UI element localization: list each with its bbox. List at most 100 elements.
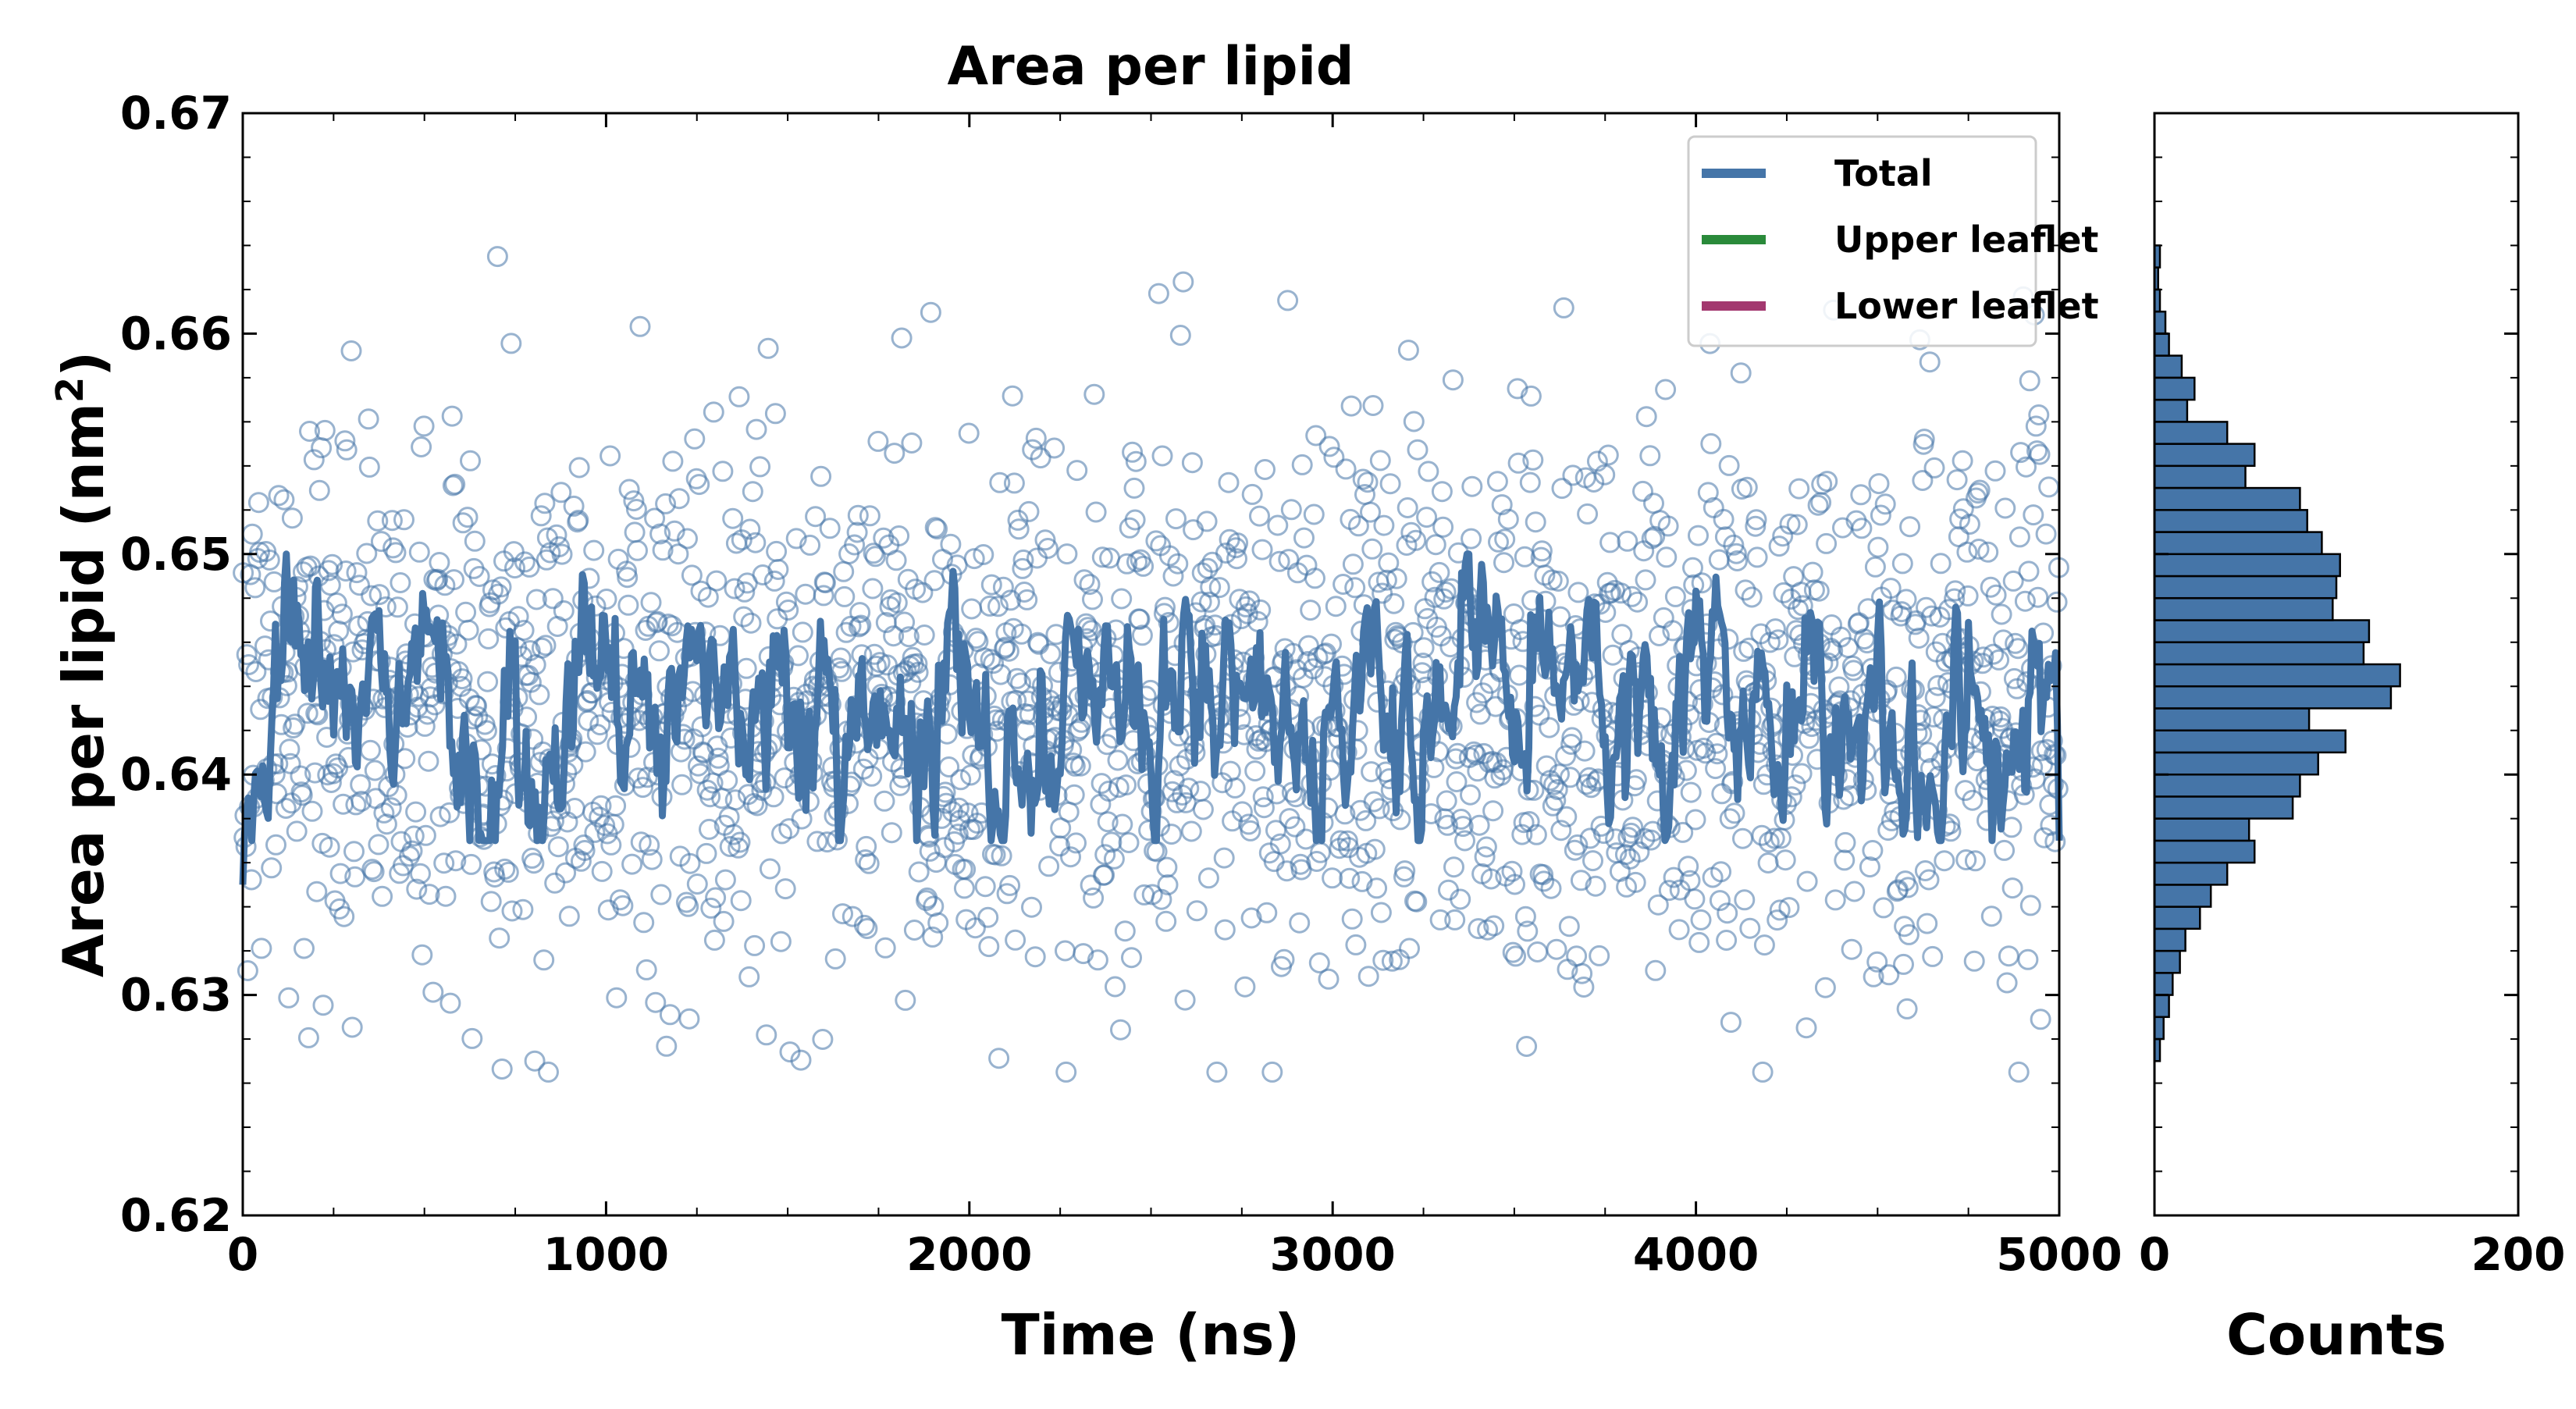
scatter-point	[1913, 429, 1935, 450]
scatter-point	[856, 918, 878, 939]
histogram-bar	[2153, 795, 2294, 820]
scatter-point	[513, 620, 535, 641]
scatter-point	[1281, 781, 1303, 803]
scatter-point	[2003, 667, 2025, 689]
scatter-point	[1688, 525, 1709, 546]
scatter-point	[555, 862, 577, 884]
scatter-point	[1486, 471, 1508, 493]
scatter-point	[759, 858, 781, 880]
scatter-point	[1429, 561, 1450, 583]
scatter-point	[991, 845, 1012, 866]
scatter-point	[461, 853, 482, 875]
scatter-point	[834, 585, 856, 607]
scatter-point	[1256, 902, 1278, 923]
scatter-point	[2007, 638, 2029, 660]
scatter-point	[1468, 918, 1489, 940]
scatter-point	[356, 543, 378, 564]
scatter-point	[640, 592, 662, 614]
scatter-point	[831, 660, 852, 682]
histogram-bar	[2153, 398, 2189, 423]
scatter-point	[1280, 499, 1302, 521]
scatter-point	[1038, 856, 1060, 877]
scatter-point	[1025, 427, 1047, 449]
scatter-point	[1011, 623, 1033, 645]
scatter-point	[714, 869, 736, 891]
scatter-point	[1664, 585, 1686, 607]
scatter-point	[1397, 340, 1419, 361]
scatter-point	[326, 592, 347, 614]
histogram-bar	[2153, 553, 2341, 578]
scatter-point	[1131, 624, 1153, 646]
scatter-point	[406, 878, 428, 900]
scatter-point	[386, 785, 407, 806]
histogram-bar	[2153, 443, 2256, 468]
scatter-point	[1066, 832, 1087, 854]
scatter-point	[1863, 966, 1884, 987]
scatter-point	[898, 626, 920, 648]
scatter-point	[616, 560, 638, 582]
scatter-point	[1678, 856, 1699, 877]
scatter-point	[1363, 791, 1385, 813]
scatter-point	[1091, 773, 1112, 795]
histogram-bar	[2153, 310, 2167, 335]
scatter-point	[655, 493, 677, 514]
scatter-point	[775, 591, 797, 613]
scatter-point	[813, 585, 834, 607]
scatter-point	[1129, 608, 1151, 630]
scatter-point	[1583, 471, 1605, 493]
scatter-point	[958, 422, 980, 444]
scatter-point	[1830, 626, 1852, 648]
scatter-point	[1199, 591, 1220, 613]
scatter-point	[1005, 929, 1026, 951]
scatter-point	[1546, 938, 1567, 960]
scatter-point	[486, 246, 508, 268]
scatter-point	[1893, 953, 1914, 975]
scatter-point	[1560, 734, 1582, 755]
scatter-point	[1531, 540, 1553, 562]
scatter-point	[1824, 889, 1846, 911]
scatter-point	[974, 876, 996, 898]
y-axis-label-suffix: )	[51, 351, 116, 377]
scatter-point	[307, 704, 329, 726]
scatter-point	[1967, 482, 1989, 504]
scatter-point	[500, 333, 522, 354]
scatter-point	[1308, 952, 1330, 973]
scatter-point	[625, 499, 647, 520]
scatter-point	[1774, 849, 1796, 871]
scatter-point	[1034, 529, 1056, 551]
scatter-point	[830, 647, 852, 669]
scatter-point	[1126, 551, 1147, 573]
scatter-point	[458, 688, 480, 710]
legend-label: Lower leaflet	[1834, 285, 2099, 327]
scatter-point	[791, 808, 813, 830]
scatter-point	[1561, 727, 1583, 749]
scatter-point	[1734, 889, 1756, 911]
scatter-point	[2008, 1061, 2030, 1083]
histogram-bar	[2153, 707, 2311, 731]
scatter-point	[785, 528, 807, 550]
scatter-point	[1208, 577, 1230, 599]
scatter-point	[903, 920, 925, 941]
scatter-point	[1705, 758, 1727, 780]
y-tick-label: 0.63	[120, 969, 232, 1022]
scatter-point	[1107, 749, 1129, 771]
scatter-point	[1442, 369, 1464, 391]
scatter-point	[1369, 450, 1391, 471]
scatter-point	[318, 836, 340, 858]
scatter-point	[894, 611, 916, 633]
y-tick-label: 0.66	[120, 307, 232, 360]
scatter-point	[1030, 447, 1051, 469]
scatter-point	[980, 649, 1002, 671]
scatter-point	[411, 944, 433, 966]
scatter-point	[1155, 910, 1177, 932]
scatter-point	[688, 474, 710, 496]
scatter-point	[1244, 760, 1266, 782]
scatter-point	[1891, 601, 1912, 623]
scatter-point	[1808, 580, 1830, 602]
scatter-point	[1174, 989, 1196, 1011]
scatter-point	[1411, 662, 1433, 684]
scatter-point	[1386, 568, 1407, 589]
scatter-point	[1114, 920, 1136, 942]
scatter-point	[1859, 856, 1880, 878]
scatter-point	[766, 540, 788, 562]
